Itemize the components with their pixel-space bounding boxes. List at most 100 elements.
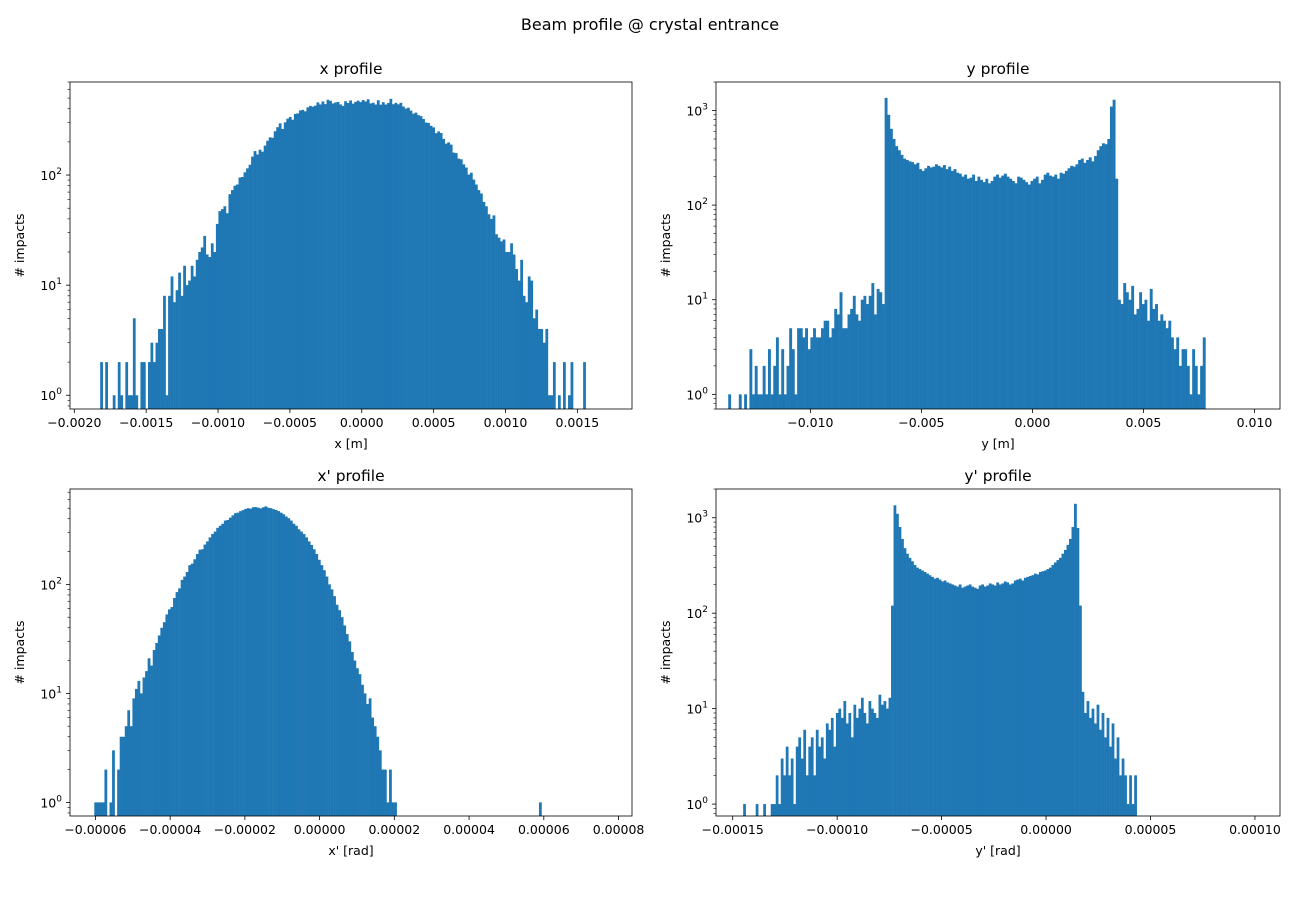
histogram-bar (391, 104, 395, 409)
histogram-bar (863, 712, 867, 816)
histogram-bar (134, 688, 138, 816)
histogram-bar (1084, 712, 1087, 816)
histogram-bar (537, 328, 541, 409)
histogram-bar (414, 112, 418, 409)
histogram-bar (995, 174, 999, 409)
histogram-bar (1046, 172, 1050, 409)
histogram-bar (923, 572, 927, 816)
histogram-bar (281, 128, 285, 409)
histogram-bar (767, 349, 771, 409)
histogram-bar (1124, 775, 1127, 816)
histogram-bar (797, 328, 801, 409)
histogram-bar (485, 206, 488, 409)
histogram-bar (132, 698, 136, 816)
histogram-bar (1003, 173, 1007, 409)
histogram-bar (1112, 99, 1116, 409)
histogram-bar (973, 587, 977, 816)
histogram-bar (552, 362, 556, 409)
histogram-bar (492, 215, 496, 409)
histogram-bar (386, 103, 390, 409)
histogram-bar (911, 162, 915, 409)
histogram-bar (147, 658, 151, 816)
histogram-bar (361, 684, 364, 816)
x-tick-label: −0.0005 (263, 415, 317, 430)
histogram-bar (195, 554, 199, 816)
histogram-bar (389, 769, 392, 816)
histogram-bar (266, 140, 269, 409)
histogram-bar (1027, 184, 1031, 409)
histogram-bar (778, 804, 782, 816)
x-tick-label: 0.005 (1126, 415, 1162, 430)
histogram-bar (988, 183, 991, 409)
histogram-bar (155, 642, 159, 816)
histogram-bar (935, 164, 938, 409)
histogram-bar (371, 102, 375, 409)
histogram-bar (160, 627, 164, 816)
histogram-bar (1114, 758, 1117, 816)
histogram-bar (998, 584, 1002, 816)
histogram-bar (1136, 308, 1140, 409)
histogram-bar (1046, 569, 1050, 816)
histogram-bar (1038, 183, 1042, 409)
histogram-bar (94, 802, 98, 816)
histogram-bar (818, 337, 822, 409)
histogram-bar (301, 109, 305, 409)
histogram-bar (1141, 304, 1145, 409)
histogram-bar (101, 802, 105, 816)
histogram-bar (921, 170, 925, 409)
histogram-bar (1069, 538, 1072, 816)
histogram-bar (223, 520, 227, 816)
x-tick-label: 0.000 (1015, 415, 1051, 430)
histogram-bar (376, 100, 380, 409)
histogram-bar (150, 665, 153, 816)
histogram-bar (251, 156, 254, 409)
histogram-bar (557, 395, 561, 409)
histogram-bar (243, 172, 247, 409)
histogram-bar (793, 804, 797, 816)
histogram-bar (269, 508, 273, 816)
histogram-bar (300, 531, 303, 816)
histogram-bar (334, 102, 337, 409)
histogram-bar (1006, 176, 1010, 409)
histogram-bar (190, 563, 194, 816)
histogram-bar (903, 548, 907, 816)
histogram-bar (1083, 162, 1087, 409)
histogram-bar (273, 131, 277, 409)
histogram-bar (842, 328, 846, 409)
histogram-bar (805, 328, 808, 409)
histogram-bar (1178, 365, 1182, 409)
histogram-bar (312, 549, 316, 816)
histogram-bar (402, 106, 405, 409)
histogram-bar (417, 115, 420, 409)
histogram-bar (898, 526, 902, 816)
histogram-bar (236, 184, 239, 409)
histogram-bar (165, 614, 169, 816)
histogram-bar (977, 176, 981, 409)
histogram-bar (985, 178, 989, 409)
histogram-bar (432, 127, 435, 409)
histogram-bar (195, 259, 199, 409)
histogram-bar (881, 304, 885, 409)
histogram-bar (344, 101, 347, 409)
histogram-bar (296, 113, 300, 409)
histogram-bar (950, 170, 954, 409)
histogram-bar (978, 585, 982, 816)
histogram-bar (770, 394, 774, 409)
histogram-bar (940, 167, 944, 409)
histogram-bar (839, 292, 843, 409)
histogram-bar (226, 519, 230, 816)
histogram-bar (119, 736, 123, 816)
histogram-bar (374, 104, 378, 409)
histogram-bar (927, 165, 930, 409)
histogram-bar (1064, 549, 1067, 816)
histogram-bar (933, 578, 937, 816)
histogram-bar (1194, 365, 1198, 409)
histogram-bar (728, 394, 732, 409)
histogram-bar (878, 694, 882, 816)
histogram-bar (1059, 557, 1062, 816)
histogram-bar (99, 802, 103, 816)
histogram-bar (1072, 166, 1076, 409)
histogram-bar (1176, 337, 1180, 409)
histogram-bar (112, 750, 115, 816)
